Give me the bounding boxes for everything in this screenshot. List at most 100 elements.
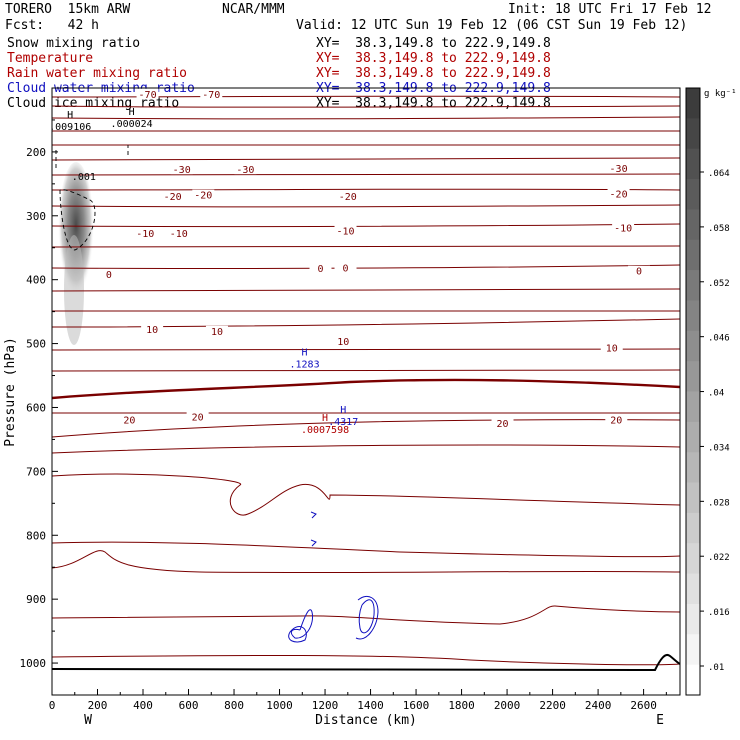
colorbar-tick-label: .034 [708,443,730,453]
temperature-contour-label: -30 [610,164,628,175]
contour-label-bg [336,190,359,201]
init-time: Init: 18 UTC Fri 17 Feb 12 [508,2,712,17]
colorbar-swatch [686,664,700,696]
x-tick-label: 800 [224,699,244,712]
temperature-contour-label: -10 [136,229,154,240]
extremum-value: .000024 [111,119,153,130]
colorbar-swatch [686,330,700,362]
colorbar-tick-label: .052 [708,279,730,289]
x-axis-label: Distance (km) [315,713,417,728]
colorbar-tick-label: .022 [708,553,730,563]
contour-label-bg [612,222,635,233]
contour-label-bg [309,263,332,274]
temperature-contour-label: -10 [170,229,188,240]
temperature-contour-label: 20 [123,416,135,427]
temperature-contour-label: 10 [211,327,223,338]
contour-label-bg [607,188,630,199]
x-tick-label: 1000 [266,699,293,712]
extremum-symbol: H [67,110,73,121]
extremum-value: .0007598 [301,425,349,436]
x-tick-label: 1400 [357,699,384,712]
contour-label-bg [97,268,120,279]
colorbar-swatch [686,391,700,423]
contour-label-bg [141,323,164,334]
field-snow-xy: XY= 38.3,149.8 to 222.9,149.8 [316,36,551,51]
colorbar-swatch [686,573,700,605]
y-tick-label: 200 [26,146,46,159]
extremum-value: .009106 [49,122,91,133]
temperature-contour-label: -20 [610,189,628,200]
contour-label-bg [192,189,215,200]
field-rain-xy: XY= 38.3,149.8 to 222.9,149.8 [316,66,551,81]
x-tick-label: 1200 [312,699,339,712]
x-tick-label: 2200 [539,699,566,712]
x-tick-label: 2600 [630,699,657,712]
contour-label-bg [118,414,141,425]
colorbar-swatch [686,118,700,150]
colorbar-swatch [686,209,700,241]
y-tick-label: 500 [26,338,46,351]
extremum-value: .001 [72,172,96,183]
x-tick-label: 2000 [494,699,521,712]
colorbar-tick-label: .046 [708,334,730,344]
temperature-contour-label: 20 [610,416,622,427]
contour-label-bg [605,414,628,425]
temperature-contour-label: 0 [317,264,323,275]
colorbar-swatch [686,421,700,453]
contour-label-bg [600,342,623,353]
colorbar-swatch [686,179,700,210]
x-tick-label: 0 [49,699,56,712]
colorbar-swatch [686,482,700,514]
contour-label-bg [161,190,184,201]
field-snow: Snow mixing ratio [7,36,141,51]
temperature-contour-label: 10 [146,325,158,336]
colorbar-tick-label: .04 [708,389,724,399]
y-tick-label: 600 [26,401,46,414]
contour-label-bg [491,417,514,428]
contour-label-bg [334,225,357,236]
colorbar-swatch [686,512,700,544]
contour-label-bg [234,164,257,175]
contour-label-bg [136,88,159,99]
model-title: TORERO 15km ARW [5,2,131,17]
temperature-contour-label: -10 [336,226,354,237]
y-tick-label: 700 [26,465,46,478]
colorbar-swatch [686,543,700,575]
snow-shading-tail [64,235,84,345]
x-tick-label: 1800 [448,699,475,712]
y-tick-label: 800 [26,529,46,542]
temperature-contour-label: -30 [173,165,191,176]
contour-label-bg [334,262,357,273]
contour-label-bg [205,325,228,336]
field-temperature-xy: XY= 38.3,149.8 to 222.9,149.8 [316,51,551,66]
contour-label-bg [170,164,193,175]
x-end-right: E [656,713,664,728]
temperature-contour-label: -20 [194,191,212,202]
contour-label-bg [134,228,157,239]
y-tick-label: 900 [26,593,46,606]
x-tick-label: 400 [133,699,153,712]
colorbar-swatch [686,361,700,392]
field-rain: Rain water mixing ratio [7,66,188,81]
temperature-contour-label: 0 [106,270,112,281]
valid-time: Valid: 12 UTC Sun 19 Feb 12 (06 CST Sun … [296,18,688,33]
extremum-symbol: H [340,405,346,416]
y-axis-label: Pressure (hPa) [3,337,18,447]
temperature-contour-label: 20 [496,419,508,430]
colorbar-swatch [686,452,700,484]
temperature-contour-label: -20 [339,192,357,203]
colorbar-swatch [686,603,700,635]
colorbar-unit: g kg⁻¹ [704,89,737,99]
org-label: NCAR/MMM [222,2,285,17]
x-tick-label: 600 [179,699,199,712]
x-tick-label: 2400 [585,699,612,712]
contour-label-bg [167,228,190,239]
ground-line [51,654,681,672]
x-end-left: W [84,713,92,728]
contour-label-bg [607,162,630,173]
extremum-value: .4317 [328,417,358,428]
temperature-contour-label: -10 [614,223,632,234]
temperature-contour-label: -70 [202,90,220,101]
extremum-symbol: H [322,413,328,424]
